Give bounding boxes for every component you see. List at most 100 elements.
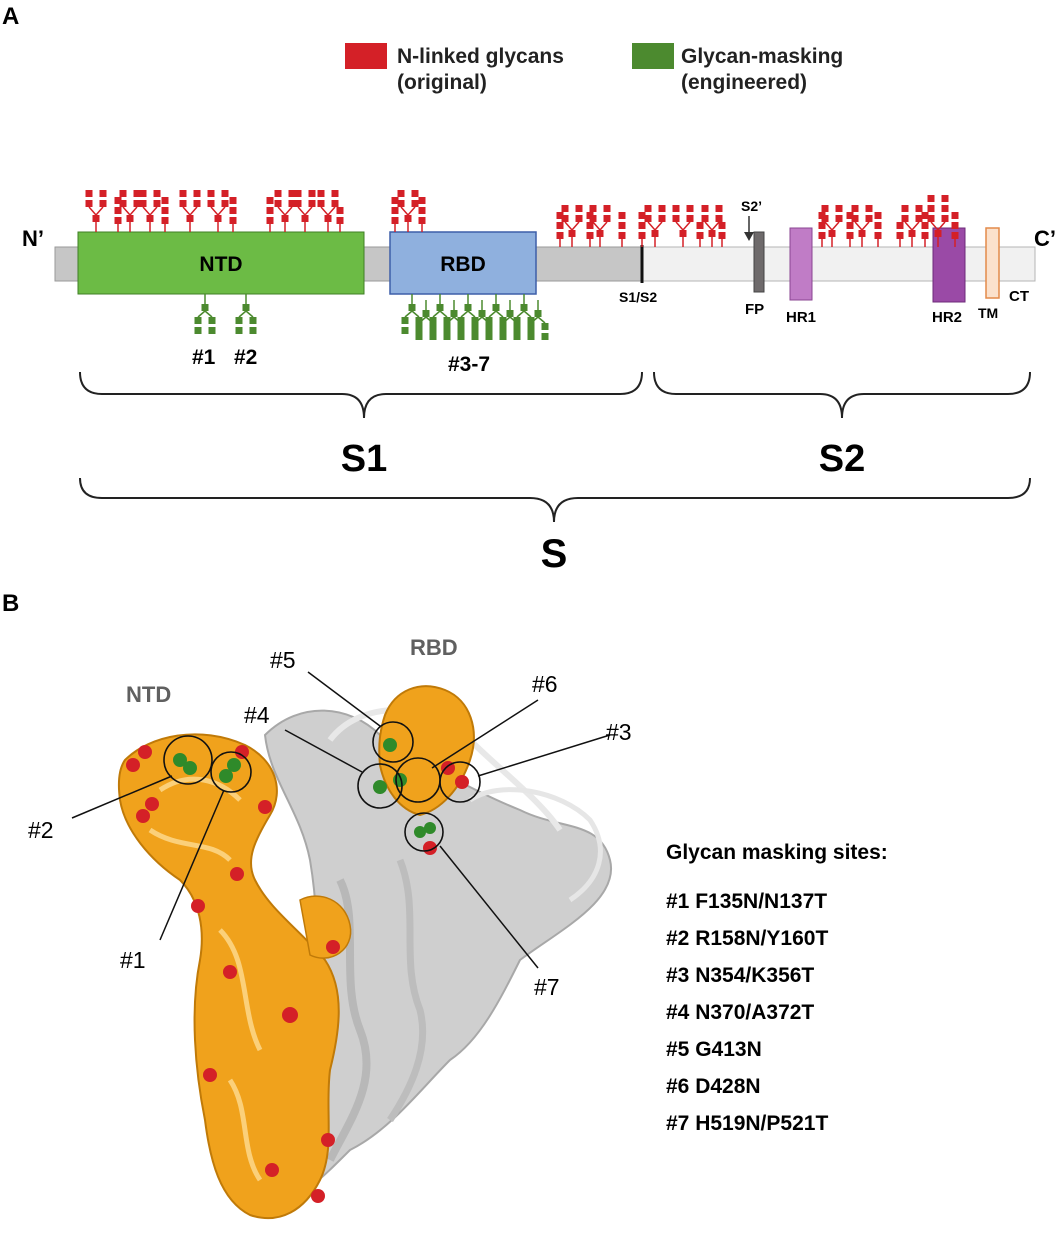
site-entry: #2 R158N/Y160T (666, 927, 828, 950)
site-2-ring (163, 735, 213, 785)
legend-original-swatch (345, 43, 387, 69)
callout-line-6 (431, 699, 539, 769)
callout-5: #5 (270, 647, 296, 673)
panel-b-label: B (2, 590, 19, 617)
glycan-tree (575, 205, 583, 212)
rbd-domain-label: RBD (440, 253, 486, 276)
glycan-tree (221, 190, 229, 197)
callout-line-7 (439, 845, 539, 969)
green-glycan-sphere (373, 780, 387, 794)
glycan-tree (99, 190, 107, 197)
callout-1: #1 (120, 947, 146, 973)
callout-2: #2 (28, 817, 54, 843)
c-terminus-label: C’ (1034, 226, 1056, 251)
green-glycan-sphere (173, 753, 187, 767)
site-entry: #6 D428N (666, 1075, 761, 1098)
glycan-tree (153, 190, 161, 197)
s2prime-arrow-head (744, 232, 754, 241)
ntd-domain (77, 231, 365, 295)
glycan-tree (865, 205, 873, 212)
site-entry: #3 N354/K356T (666, 964, 814, 987)
panel-a-label: A (2, 3, 19, 30)
spike-structure (117, 685, 613, 1220)
callout-line-5 (307, 671, 381, 727)
tm-domain (985, 227, 1000, 299)
callout-4: #4 (244, 702, 270, 728)
green-glycan-sphere (227, 758, 241, 772)
site-2-label: #2 (234, 346, 257, 369)
site-entry: #5 G413N (666, 1038, 762, 1061)
legend-original-line2: (original) (397, 71, 487, 94)
red-glycan-sphere (282, 1007, 298, 1023)
site-4-ring (357, 763, 403, 809)
structure-ntd-label: NTD (126, 682, 171, 707)
glycan-tree (715, 205, 723, 212)
original-glycans (85, 190, 959, 247)
s2-backbone (642, 246, 1036, 282)
site-7-ring (404, 812, 444, 852)
sites-list: #1 F135N/N137T #2 R158N/Y160T #3 N354/K356… (666, 890, 828, 1135)
fp-domain (753, 231, 765, 293)
hr1-domain (789, 227, 813, 301)
red-glycan-sphere (265, 1163, 279, 1177)
ct-label: CT (1009, 288, 1029, 305)
red-glycan-sphere (326, 940, 340, 954)
callout-7: #7 (534, 974, 560, 1000)
glycan-tree (603, 205, 611, 212)
site-entry: #4 N370/A372T (666, 1001, 814, 1024)
site-1-label: #1 (192, 346, 216, 369)
s-bracket (79, 477, 1031, 523)
glycan-tree (915, 205, 923, 212)
callout-line-2 (71, 775, 173, 819)
hr2-label: HR2 (932, 309, 962, 326)
red-glycan-sphere (455, 775, 469, 789)
engineered-glycans (194, 294, 549, 340)
glycan-tree (193, 190, 201, 197)
grey-helix-3 (387, 858, 427, 1122)
highlighted-strands (148, 776, 263, 1182)
s1s2-label: S1/S2 (619, 289, 657, 305)
s-label: S (541, 532, 568, 576)
site-entry: #7 H519N/P521T (666, 1112, 828, 1135)
red-glycan-sphere (230, 867, 244, 881)
glycan-tree (288, 190, 296, 197)
green-glycan-sphere (219, 769, 233, 783)
legend-masking-swatch (632, 43, 674, 69)
callout-6: #6 (532, 671, 558, 697)
glycan-tree (686, 205, 694, 212)
callout-line-1 (159, 789, 225, 941)
rbd-domain (389, 231, 537, 295)
glycan-tree (411, 190, 419, 197)
site-entry: #1 F135N/N137T (666, 890, 827, 913)
s2-label: S2 (819, 438, 865, 480)
red-glycan-sphere (321, 1133, 335, 1147)
s1-label: S1 (341, 438, 387, 480)
glycan-tree (133, 190, 141, 197)
red-glycan-sphere (258, 800, 272, 814)
legend-masking-line2: (engineered) (681, 71, 807, 94)
callout-line-3 (477, 734, 611, 777)
red-glycan-sphere (311, 1189, 325, 1203)
site-5-ring (372, 721, 414, 763)
glycan-tree (331, 190, 339, 197)
red-glycan-sphere (138, 745, 152, 759)
fp-label: FP (745, 301, 764, 318)
glycan-tree (658, 205, 666, 212)
hr1-label: HR1 (786, 309, 816, 326)
red-glycan-sphere (223, 965, 237, 979)
red-glycan-sphere (145, 797, 159, 811)
green-glycan-sphere (183, 761, 197, 775)
red-glycan-sphere (203, 1068, 217, 1082)
structure-rbd-label: RBD (410, 635, 458, 660)
glycan-tree (835, 205, 843, 212)
n-terminus-label: N’ (22, 226, 44, 251)
callout-line-4 (284, 729, 363, 773)
site-3-7-label: #3-7 (448, 353, 490, 376)
glycan-tree (308, 190, 316, 197)
glycan-tree (941, 195, 949, 202)
green-glycan-sphere (383, 738, 397, 752)
s2-bracket (653, 371, 1031, 419)
site-1-ring (210, 751, 252, 793)
